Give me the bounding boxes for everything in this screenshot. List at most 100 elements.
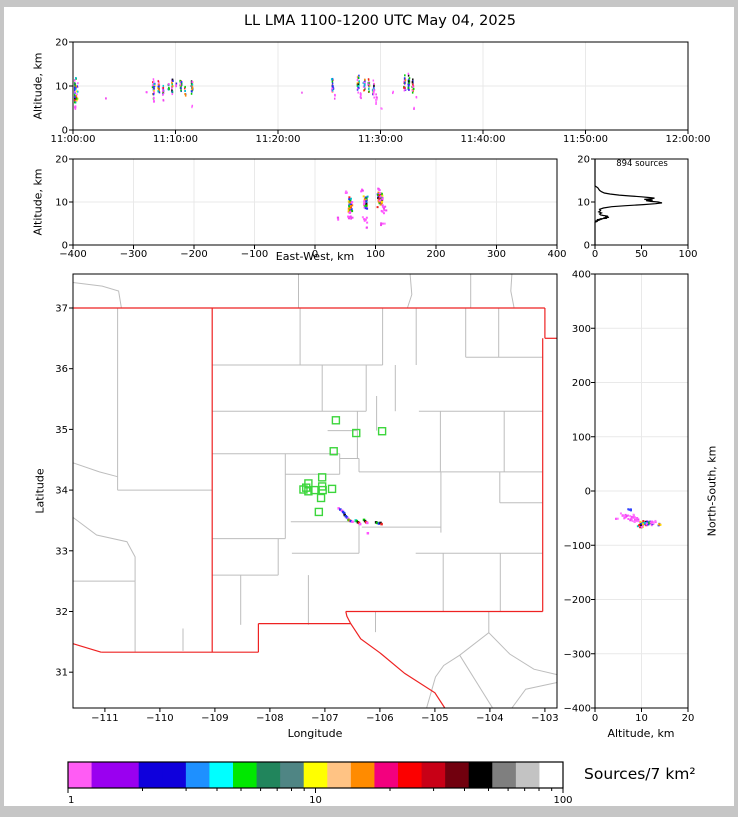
time-source-point — [179, 79, 181, 82]
ew-source-point — [362, 195, 365, 198]
colorbar-segment — [398, 762, 423, 788]
ew-source-point — [351, 210, 354, 213]
ew-source-point — [348, 211, 351, 214]
ew-source-point — [348, 201, 351, 204]
time-source-point — [76, 97, 79, 100]
histogram-panel-border — [594, 158, 689, 246]
time-source-point — [404, 79, 407, 82]
ew-source-point — [379, 200, 382, 203]
time-xtick-label: 11:50:00 — [563, 134, 608, 145]
ew-source-point — [383, 222, 386, 225]
map-ytick-label: 31 — [55, 668, 68, 679]
ew-source-point — [363, 202, 366, 205]
time-source-point — [411, 81, 414, 84]
map-source-point — [380, 522, 383, 526]
ew-source-point — [378, 194, 381, 197]
time-source-point — [363, 78, 366, 81]
ns-source-point — [652, 521, 655, 524]
ew-source-point — [384, 205, 387, 208]
figure-title: LL LMA 1100-1200 UTC May 04, 2025 — [243, 13, 517, 29]
time-source-point — [407, 83, 409, 86]
hist-xtick-label: 0 — [592, 249, 598, 260]
colorbar-segment — [539, 762, 564, 788]
ew-source-point — [349, 199, 352, 202]
ew-xtick-label: 300 — [487, 249, 506, 260]
time-source-point — [412, 85, 414, 88]
ns-source-point — [645, 522, 648, 525]
time-source-point — [363, 83, 366, 86]
time-source-point — [151, 84, 154, 87]
station-marker — [302, 483, 311, 492]
time-source-point — [76, 85, 79, 88]
time-source-point — [403, 78, 406, 81]
ew-source-point — [379, 192, 382, 195]
ew-xtick-label: −300 — [120, 249, 147, 260]
ew-source-point — [365, 206, 368, 209]
ns-ytick-label: −300 — [564, 649, 591, 660]
ew-xtick-label: −100 — [241, 249, 268, 260]
colorbar-segment — [256, 762, 281, 788]
ew-source-point — [349, 202, 352, 205]
ns-source-point — [646, 520, 649, 523]
ew-ytick-label: 10 — [55, 198, 68, 209]
time-source-point — [375, 102, 377, 105]
time-ytick-label: 10 — [55, 82, 68, 93]
ew-ytick-label: 20 — [55, 155, 68, 166]
ns-source-point — [616, 517, 619, 520]
time-source-point — [151, 86, 154, 89]
time-source-point — [373, 88, 375, 91]
ew-source-point — [381, 200, 384, 203]
time-source-point — [75, 98, 77, 101]
time-source-point — [358, 80, 360, 83]
frame-left — [0, 0, 4, 817]
ns-ytick-label: 400 — [572, 270, 591, 281]
colorbar-segment — [350, 762, 375, 788]
colorbar-segment — [445, 762, 470, 788]
time-source-point — [77, 82, 79, 85]
ns-xtick-label: 0 — [592, 713, 598, 724]
time-source-point — [404, 86, 406, 89]
station-marker — [299, 485, 308, 494]
ns-source-point — [624, 516, 627, 519]
time-source-point — [191, 83, 194, 86]
time-source-point — [392, 90, 394, 93]
map-xtick-label: −110 — [146, 713, 173, 724]
ns-ytick-label: 0 — [585, 487, 591, 498]
time-source-point — [363, 85, 366, 88]
time-source-point — [333, 97, 336, 100]
ns-source-point — [650, 524, 653, 527]
time-source-point — [171, 85, 174, 88]
ew-xtick-label: 0 — [312, 249, 318, 260]
time-source-point — [330, 89, 333, 92]
time-source-point — [75, 96, 78, 99]
map-county-line — [72, 462, 118, 478]
ew-source-point — [348, 205, 351, 208]
ew-source-point — [347, 207, 350, 210]
time-source-point — [372, 92, 375, 95]
time-source-point — [360, 94, 362, 97]
time-source-point — [191, 104, 194, 107]
ew-source-point — [363, 206, 366, 209]
colorbar-segment — [185, 762, 210, 788]
ew-source-point — [361, 189, 364, 192]
colorbar-segment — [138, 762, 163, 788]
ew-source-point — [344, 191, 347, 194]
time-source-point — [363, 89, 366, 92]
time-source-point — [412, 78, 414, 81]
time-source-point — [74, 105, 77, 108]
time-source-point — [380, 107, 382, 110]
time-source-point — [372, 79, 375, 82]
ew-source-point — [380, 192, 383, 195]
hist-ytick-label: 10 — [577, 198, 590, 209]
ew-source-point — [347, 200, 350, 203]
ew-source-point — [376, 206, 379, 209]
ew-source-point — [378, 199, 381, 202]
ns-ytick-label: −200 — [564, 595, 591, 606]
ew-source-point — [345, 190, 348, 193]
frame-bottom — [0, 806, 738, 817]
time-source-point — [171, 81, 173, 84]
station-marker — [331, 416, 341, 425]
ns-ytick-label: 100 — [572, 432, 591, 443]
ew-source-point — [348, 208, 351, 211]
map-county-line — [511, 682, 558, 709]
